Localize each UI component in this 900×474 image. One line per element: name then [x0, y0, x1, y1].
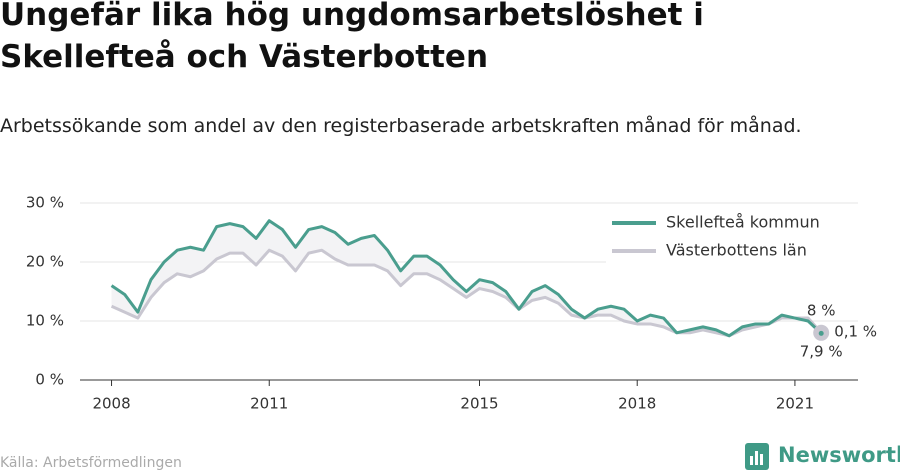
chart-subtitle: Arbetssökande som andel av den registerb…	[0, 115, 802, 137]
y-tick-label: 30 %	[26, 194, 64, 212]
legend-box	[606, 205, 858, 263]
y-tick-label: 10 %	[26, 312, 64, 330]
x-tick-label: 2018	[618, 395, 656, 413]
legend-label: Västerbottens län	[666, 241, 807, 260]
x-tick-label: 2008	[92, 395, 130, 413]
annotation: 0,1 %	[834, 323, 877, 341]
y-tick-label: 0 %	[35, 371, 64, 389]
y-tick-label: 20 %	[26, 253, 64, 271]
legend-label: Skellefteå kommun	[666, 213, 820, 232]
gap-band	[111, 220, 822, 336]
x-tick-label: 2021	[776, 395, 814, 413]
series-line	[110, 219, 823, 338]
x-tick-label: 2011	[250, 395, 288, 413]
brand: Newsworthy	[778, 443, 900, 467]
x-tick-label: 2015	[460, 395, 498, 413]
source: Källa: Arbetsförmedlingen	[0, 455, 182, 471]
end-point	[818, 330, 824, 336]
chart-title: Ungefär lika hög ungdomsarbetslöshet i S…	[0, 0, 704, 75]
value-label: 7,9 %	[800, 343, 843, 361]
value-label: 8 %	[807, 302, 836, 320]
series-line	[110, 248, 823, 338]
brand-icon	[745, 443, 769, 470]
